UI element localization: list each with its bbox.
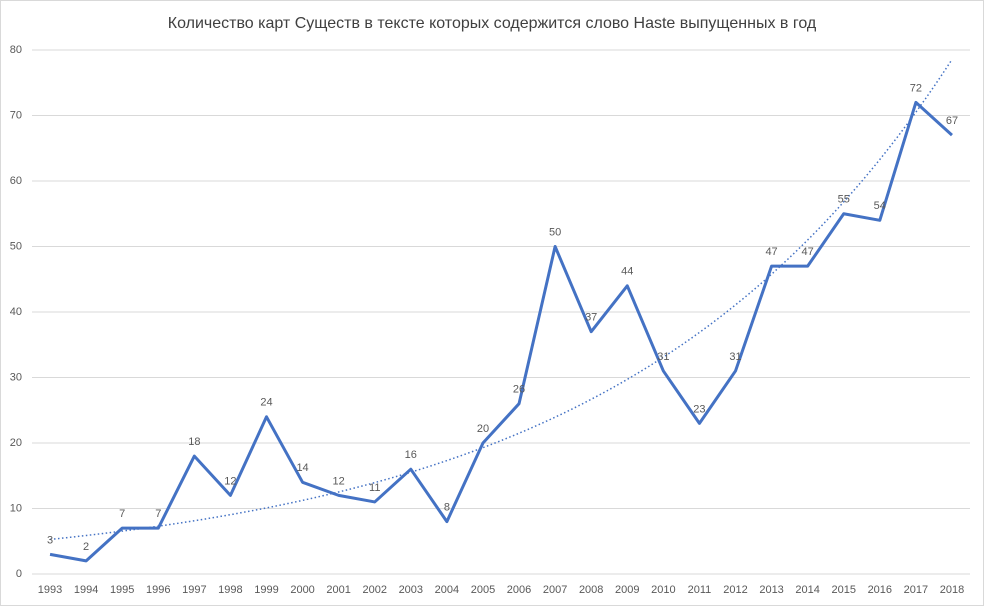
data-label: 12 [333, 475, 345, 487]
data-label: 47 [765, 246, 777, 258]
y-tick-label: 60 [10, 175, 22, 187]
x-tick-label: 2018 [940, 584, 964, 596]
data-label: 20 [477, 423, 489, 435]
data-label: 2 [83, 541, 89, 553]
x-tick-label: 2000 [290, 584, 314, 596]
data-label: 7 [119, 508, 125, 520]
data-label: 14 [296, 462, 308, 474]
data-label: 72 [910, 82, 922, 94]
data-label: 8 [444, 502, 450, 514]
data-label: 26 [513, 384, 525, 396]
x-tick-label: 2015 [831, 584, 855, 596]
x-tick-label: 2011 [688, 584, 712, 596]
y-tick-label: 40 [10, 306, 22, 318]
data-label: 50 [549, 226, 561, 238]
x-tick-label: 1996 [146, 584, 170, 596]
x-tick-label: 2007 [543, 584, 567, 596]
data-label: 7 [155, 508, 161, 520]
data-label: 31 [729, 351, 741, 363]
y-tick-label: 50 [10, 240, 22, 252]
data-line [49, 100, 953, 563]
y-tick-label: 80 [10, 44, 22, 56]
x-tick-label: 2016 [868, 584, 892, 596]
y-tick-label: 70 [10, 109, 22, 121]
x-tick-label: 2013 [759, 584, 783, 596]
data-label: 54 [874, 200, 886, 212]
x-tick-label: 2010 [651, 584, 675, 596]
x-tick-label: 2008 [579, 584, 603, 596]
x-tick-label: 1999 [254, 584, 278, 596]
y-tick-label: 10 [10, 502, 22, 514]
x-tick-label: 1995 [110, 584, 134, 596]
y-tick-label: 30 [10, 371, 22, 383]
y-tick-label: 20 [10, 437, 22, 449]
data-label: 47 [802, 246, 814, 258]
x-tick-label: 2003 [399, 584, 423, 596]
x-tick-label: 2005 [471, 584, 495, 596]
data-label: 24 [260, 397, 272, 409]
x-tick-label: 2006 [507, 584, 531, 596]
x-tick-label: 2012 [723, 584, 747, 596]
data-label: 67 [946, 115, 958, 127]
x-tick-label: 2017 [904, 584, 928, 596]
x-tick-label: 1993 [38, 584, 62, 596]
x-tick-label: 1997 [182, 584, 206, 596]
data-label: 11 [369, 482, 380, 494]
chart-title: Количество карт Существ в тексте которых… [168, 15, 817, 32]
data-label: 44 [621, 266, 633, 278]
x-tick-label: 1998 [218, 584, 242, 596]
data-label: 16 [405, 449, 417, 461]
x-tick-label: 2014 [795, 584, 819, 596]
x-tick-label: 2001 [326, 584, 350, 596]
data-label: 12 [224, 475, 236, 487]
x-tick-label: 2009 [615, 584, 639, 596]
data-label: 18 [188, 436, 200, 448]
data-label: 37 [585, 312, 597, 324]
x-tick-label: 1994 [74, 584, 98, 596]
x-tick-label: 2004 [435, 584, 459, 596]
data-label: 55 [838, 194, 850, 206]
data-label: 3 [47, 534, 53, 546]
y-tick-label: 0 [16, 568, 22, 580]
data-label: 23 [693, 403, 705, 415]
data-label: 31 [657, 351, 669, 363]
x-tick-label: 2002 [362, 584, 386, 596]
